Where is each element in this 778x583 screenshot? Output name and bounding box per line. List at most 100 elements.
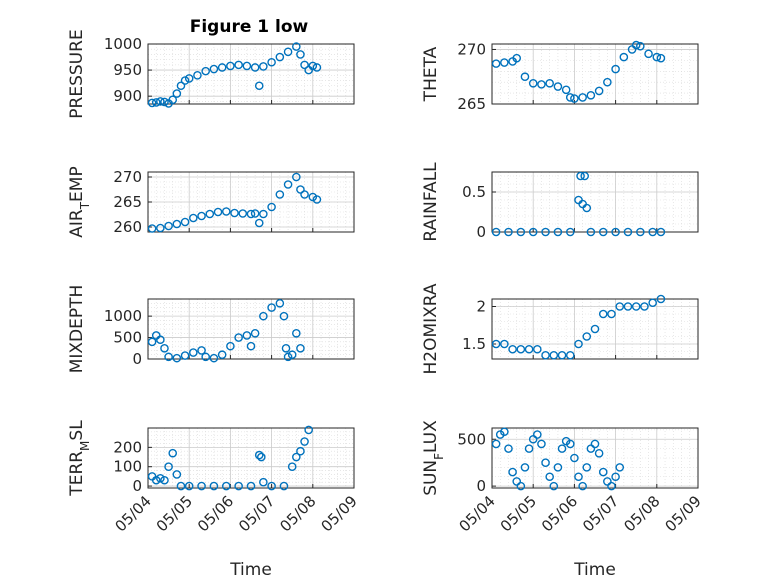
data-point: [520, 72, 530, 82]
data-point: [565, 439, 575, 449]
data-point: [598, 467, 608, 477]
data-point: [254, 218, 264, 228]
data-point: [553, 227, 563, 237]
x-tick-label: 05/04: [112, 492, 155, 535]
y-tick-label: 950: [113, 61, 142, 79]
data-point: [197, 211, 206, 221]
data-point: [582, 203, 592, 213]
data-point: [565, 227, 575, 237]
y-tick-label: 270: [113, 168, 142, 186]
data-point: [221, 207, 231, 216]
data-point: [491, 227, 501, 237]
data-point: [287, 350, 297, 360]
data-point: [213, 207, 223, 217]
data-point: [648, 298, 657, 308]
y-tick-label: 1.5: [462, 335, 486, 353]
y-tick-label: 1000: [104, 35, 142, 53]
data-point: [656, 53, 666, 63]
data-point: [648, 227, 657, 237]
panel-2: 260 265 270 AIRTEMP: [67, 166, 355, 238]
data-point: [574, 472, 583, 482]
data-point: [296, 50, 305, 59]
data-point: [308, 61, 318, 71]
data-point: [619, 52, 629, 62]
data-point: [590, 439, 600, 449]
y-tick-label: 900: [113, 87, 142, 105]
data-point: [267, 303, 276, 312]
data-point: [537, 439, 546, 449]
data-point: [557, 350, 567, 360]
data-point: [160, 343, 169, 353]
data-point: [189, 213, 198, 223]
data-point: [500, 427, 509, 437]
data-point: [279, 481, 289, 491]
data-point: [549, 350, 559, 360]
data-point: [292, 328, 301, 338]
data-point: [500, 58, 509, 67]
data-point: [172, 89, 182, 98]
data-point: [283, 352, 293, 362]
y-tick-label: 500: [457, 430, 486, 448]
data-point: [176, 81, 186, 91]
data-point: [631, 40, 641, 50]
data-point: [156, 474, 165, 483]
data-point: [570, 453, 579, 463]
data-point: [508, 344, 517, 354]
data-point: [594, 86, 604, 96]
y-axis-label-0: PRESSURE: [67, 29, 87, 118]
data-point: [636, 227, 645, 237]
data-point: [156, 97, 165, 106]
data-point: [147, 224, 157, 233]
y-tick-label: 270: [457, 40, 486, 58]
data-point: [234, 481, 243, 491]
data-point: [296, 343, 305, 353]
data-point: [533, 430, 542, 439]
data-point: [561, 85, 571, 95]
x-tick-label: 05/05: [497, 492, 540, 535]
data-point: [234, 60, 243, 70]
data-point: [516, 481, 526, 491]
panel-0: 900 950 1000 PRESSURE: [67, 29, 355, 119]
data-point: [553, 82, 563, 91]
data-point: [168, 95, 178, 105]
data-point: [508, 467, 517, 477]
data-point: [180, 76, 190, 85]
data-point: [279, 311, 289, 321]
data-point: [504, 444, 513, 453]
data-point: [611, 227, 620, 237]
y-tick-label: 265: [457, 95, 486, 113]
x-axis-label-right: Time: [573, 560, 616, 580]
data-point: [164, 352, 173, 362]
y-axis-label-2: AIRTEMP: [67, 166, 92, 237]
data-point: [259, 311, 268, 321]
data-point: [537, 80, 546, 89]
data-point: [259, 209, 268, 219]
axes-box: [491, 427, 699, 489]
panel-1: 265 270 THETA: [421, 40, 699, 113]
data-point: [580, 171, 590, 181]
data-point: [312, 63, 322, 72]
data-point: [623, 227, 633, 237]
y-tick-label: 500: [113, 329, 142, 347]
data-point: [516, 227, 526, 237]
data-point: [151, 475, 161, 485]
panel-5: 1.5 2 H2OMIXRA: [421, 283, 699, 375]
data-point: [582, 463, 592, 472]
data-point: [238, 209, 248, 218]
data-point: [528, 227, 538, 237]
data-point: [528, 78, 538, 88]
data-point: [553, 463, 563, 472]
data-point: [184, 74, 194, 83]
data-point: [541, 458, 550, 467]
data-point: [267, 57, 276, 67]
data-point: [151, 98, 161, 107]
data-point: [197, 346, 206, 355]
x-tick-label: 05/06: [194, 492, 237, 535]
data-point: [570, 94, 579, 103]
data-point: [541, 350, 550, 360]
data-point: [197, 481, 206, 491]
data-point: [292, 172, 301, 182]
data-point: [586, 90, 596, 100]
y-tick-label: 0: [476, 223, 486, 241]
data-point: [275, 298, 285, 308]
